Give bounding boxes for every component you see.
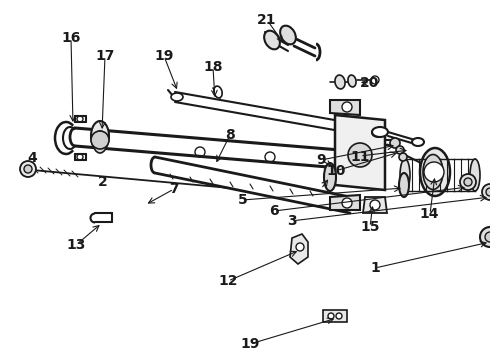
- Text: 10: 10: [326, 164, 345, 178]
- Ellipse shape: [171, 93, 183, 101]
- Text: 17: 17: [96, 49, 115, 63]
- Circle shape: [480, 227, 490, 247]
- Text: 19: 19: [154, 49, 174, 63]
- Ellipse shape: [348, 75, 356, 87]
- Polygon shape: [323, 310, 347, 322]
- Ellipse shape: [400, 159, 410, 191]
- Circle shape: [390, 138, 400, 148]
- Text: 11: 11: [350, 150, 370, 163]
- Ellipse shape: [324, 163, 336, 191]
- Circle shape: [424, 162, 444, 182]
- Text: 6: 6: [270, 204, 279, 217]
- Polygon shape: [363, 197, 387, 213]
- Ellipse shape: [399, 173, 409, 197]
- Ellipse shape: [335, 75, 345, 89]
- Text: 8: 8: [225, 128, 235, 142]
- Text: 2: 2: [98, 175, 108, 189]
- Circle shape: [336, 313, 342, 319]
- Polygon shape: [290, 234, 308, 264]
- Circle shape: [342, 198, 352, 208]
- Text: 15: 15: [360, 220, 380, 234]
- Circle shape: [486, 188, 490, 196]
- Circle shape: [464, 178, 472, 186]
- Text: 18: 18: [203, 60, 223, 73]
- Text: 9: 9: [316, 153, 326, 167]
- Text: 12: 12: [218, 274, 238, 288]
- Circle shape: [348, 143, 372, 167]
- Ellipse shape: [93, 131, 107, 153]
- Text: 4: 4: [27, 152, 37, 165]
- Circle shape: [370, 200, 380, 210]
- Circle shape: [460, 174, 476, 190]
- Ellipse shape: [214, 86, 222, 98]
- Ellipse shape: [280, 26, 296, 44]
- Ellipse shape: [91, 121, 109, 151]
- Text: 20: 20: [360, 76, 380, 90]
- Circle shape: [342, 102, 352, 112]
- Text: 19: 19: [240, 337, 260, 351]
- Circle shape: [296, 243, 304, 251]
- Text: 21: 21: [257, 13, 277, 27]
- Polygon shape: [330, 100, 360, 115]
- Text: 3: 3: [287, 215, 296, 228]
- Text: 13: 13: [66, 238, 86, 252]
- Circle shape: [328, 313, 334, 319]
- Ellipse shape: [264, 31, 280, 49]
- Text: 1: 1: [370, 261, 380, 275]
- Circle shape: [91, 131, 109, 149]
- Text: 14: 14: [419, 207, 439, 221]
- Text: 5: 5: [238, 193, 247, 207]
- Ellipse shape: [372, 127, 388, 137]
- Ellipse shape: [423, 154, 443, 189]
- Circle shape: [396, 146, 404, 154]
- Text: 7: 7: [169, 182, 179, 196]
- Circle shape: [371, 76, 379, 84]
- Circle shape: [399, 153, 407, 161]
- Text: 16: 16: [61, 31, 81, 45]
- Polygon shape: [330, 195, 360, 210]
- Ellipse shape: [372, 129, 384, 137]
- Circle shape: [20, 161, 36, 177]
- Circle shape: [482, 184, 490, 200]
- Polygon shape: [335, 115, 385, 190]
- Ellipse shape: [412, 138, 424, 146]
- Circle shape: [24, 165, 32, 173]
- Ellipse shape: [470, 159, 480, 191]
- Circle shape: [485, 232, 490, 242]
- Ellipse shape: [420, 148, 450, 196]
